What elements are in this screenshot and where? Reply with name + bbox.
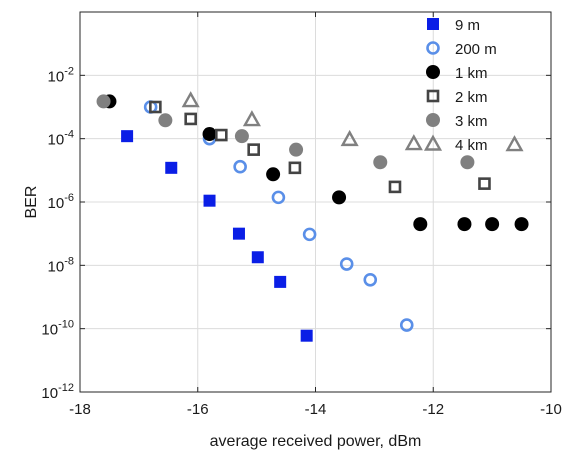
y-tick-base: 10 — [41, 385, 58, 402]
y-tick-exponent: -8 — [64, 255, 74, 267]
y-tick-exponent: -12 — [58, 382, 74, 394]
data-point — [158, 113, 172, 127]
legend-marker — [426, 65, 440, 79]
x-tick-label: -12 — [422, 401, 444, 418]
legend-label: 1 km — [455, 65, 488, 82]
x-tick-label: -16 — [187, 401, 209, 418]
data-point — [165, 162, 177, 174]
legend-label: 9 m — [455, 17, 480, 34]
data-point — [204, 195, 216, 207]
data-point — [457, 217, 471, 231]
legend-marker — [427, 18, 439, 30]
data-point — [203, 127, 217, 141]
data-point — [485, 217, 499, 231]
data-point — [289, 143, 303, 157]
y-tick-exponent: -2 — [64, 65, 74, 77]
data-point — [515, 217, 529, 231]
legend-label: 200 m — [455, 41, 497, 58]
legend-label: 3 km — [455, 113, 488, 130]
y-tick-base: 10 — [41, 322, 58, 339]
legend-label: 4 km — [455, 137, 488, 154]
data-point — [332, 190, 346, 204]
data-point — [460, 155, 474, 169]
y-tick-exponent: -6 — [64, 192, 74, 204]
legend-label: 2 km — [455, 89, 488, 106]
data-point — [274, 276, 286, 288]
x-axis-label: average received power, dBm — [210, 433, 422, 450]
data-point — [235, 129, 249, 143]
y-tick-base: 10 — [48, 132, 65, 149]
x-tick-label: -14 — [305, 401, 327, 418]
data-point — [252, 251, 264, 263]
y-tick-exponent: -4 — [64, 129, 74, 141]
data-point — [301, 330, 313, 342]
data-point — [266, 167, 280, 181]
data-point — [413, 217, 427, 231]
data-point — [373, 155, 387, 169]
data-point — [97, 94, 111, 108]
y-tick-base: 10 — [48, 195, 65, 212]
y-tick-base: 10 — [48, 68, 65, 85]
x-tick-label: -10 — [540, 401, 562, 418]
y-tick-base: 10 — [48, 258, 65, 275]
x-tick-label: -18 — [69, 401, 91, 418]
data-point — [233, 228, 245, 240]
y-tick-exponent: -10 — [58, 319, 74, 331]
y-axis-label: BER — [23, 186, 40, 219]
data-point — [121, 130, 133, 142]
legend-marker — [426, 113, 440, 127]
